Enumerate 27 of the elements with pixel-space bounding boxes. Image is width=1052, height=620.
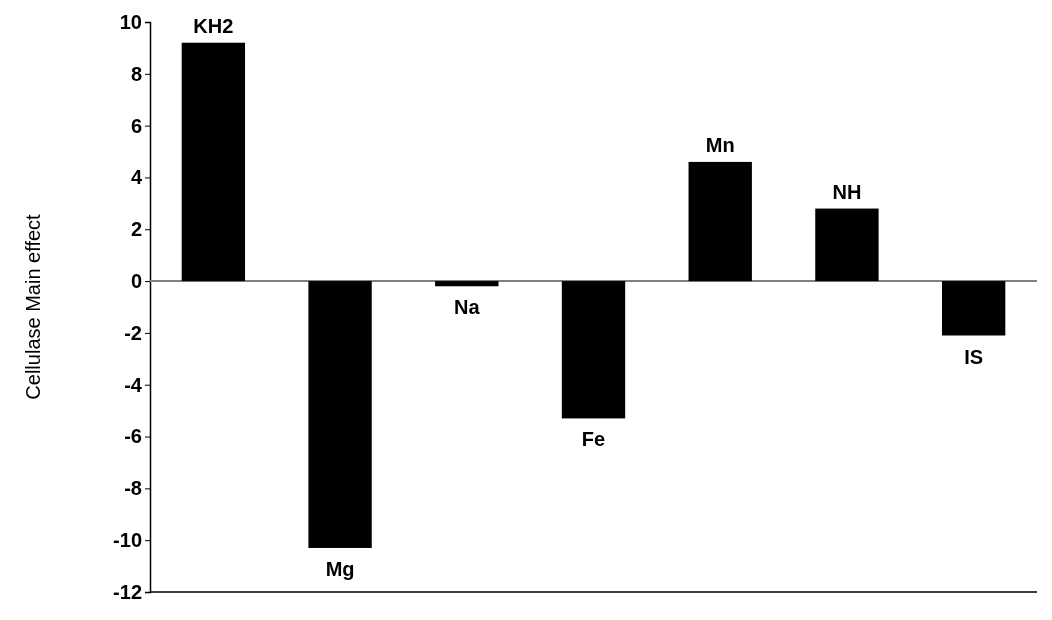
bar — [688, 161, 752, 282]
x-tick-label: Mg — [325, 557, 355, 580]
y-tick-label: 8 — [130, 62, 142, 85]
y-tick-label: -2 — [124, 321, 142, 344]
y-tick-label: 4 — [130, 166, 143, 189]
bar — [308, 281, 372, 548]
bar — [815, 208, 879, 282]
bar — [561, 281, 626, 419]
x-tick-label: IS — [964, 345, 984, 368]
bar — [941, 281, 1006, 336]
x-tick-label: Mn — [705, 133, 735, 156]
x-tick-label: Fe — [581, 428, 606, 451]
y-tick-label: 10 — [119, 10, 142, 33]
bar — [181, 42, 246, 282]
y-tick-label: -10 — [113, 529, 142, 552]
y-tick-label: 0 — [130, 269, 142, 292]
bar — [435, 281, 499, 287]
y-tick-label: -12 — [113, 580, 142, 603]
x-tick-label: Na — [454, 296, 481, 319]
y-tick-label: 6 — [130, 114, 142, 137]
y-tick-label: -6 — [124, 425, 142, 448]
x-tick-label: NH — [832, 180, 862, 203]
x-tick-label: KH2 — [193, 14, 234, 37]
y-tick-label: 2 — [130, 218, 142, 241]
y-tick-label: -8 — [124, 477, 142, 500]
y-tick-label: -4 — [124, 373, 143, 396]
y-axis-title: Cellulase Main effect — [22, 213, 44, 400]
